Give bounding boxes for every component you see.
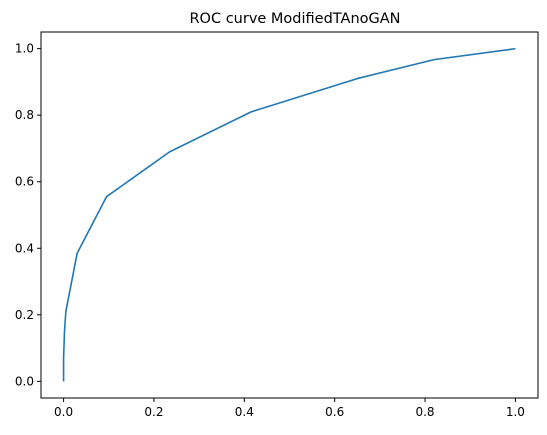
roc-curve-line xyxy=(62,47,516,382)
x-tick-label: 0.2 xyxy=(144,405,163,419)
plot-frame xyxy=(40,31,539,399)
series-layer xyxy=(62,47,516,382)
x-axis: 0.0 0.2 0.4 0.6 0.8 1.0 xyxy=(54,398,525,419)
y-axis: 0.0 0.2 0.4 0.6 0.8 1.0 xyxy=(15,42,41,388)
y-tick-label: 1.0 xyxy=(15,42,34,56)
y-tick-label: 0.0 xyxy=(15,374,34,388)
y-tick-label: 0.8 xyxy=(15,108,34,122)
y-tick-label: 0.2 xyxy=(15,308,34,322)
y-tick-label: 0.4 xyxy=(15,241,34,255)
x-tick-label: 0.4 xyxy=(235,405,254,419)
x-tick-label: 0.6 xyxy=(325,405,344,419)
x-tick-label: 0.0 xyxy=(54,405,73,419)
chart-title: ROC curve ModifiedTAnoGAN xyxy=(189,11,400,27)
x-tick-label: 1.0 xyxy=(506,405,525,419)
x-tick-label: 0.8 xyxy=(415,405,434,419)
y-tick-label: 0.6 xyxy=(15,175,34,189)
